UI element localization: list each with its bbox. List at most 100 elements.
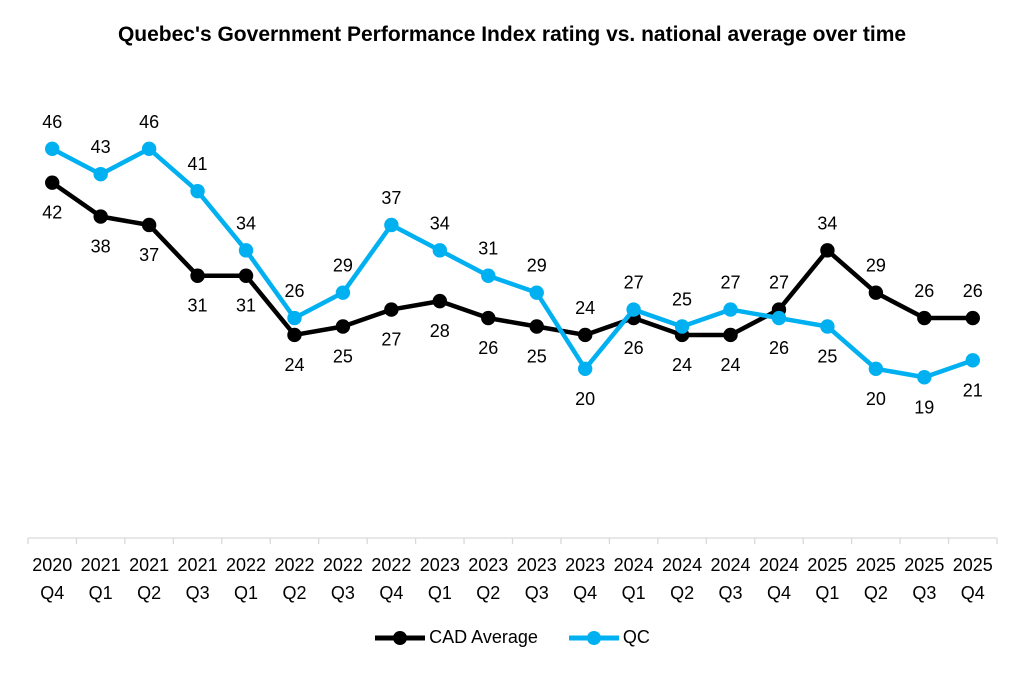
- x-axis-label-year: 2022: [371, 555, 411, 575]
- legend-label-cad-average: CAD Average: [429, 627, 538, 647]
- data-point-marker: [674, 319, 690, 334]
- data-label: 34: [236, 213, 256, 233]
- data-label: 24: [672, 355, 692, 375]
- data-point-marker: [965, 310, 980, 326]
- x-axis-label-year: 2025: [953, 555, 993, 575]
- legend-item-cad-average: CAD Average: [374, 627, 538, 648]
- data-point-marker: [384, 302, 399, 317]
- data-point-marker: [384, 217, 399, 233]
- data-point-marker: [577, 361, 593, 376]
- data-label: 46: [139, 112, 159, 132]
- data-label: 46: [42, 112, 62, 132]
- data-point-marker: [965, 353, 980, 368]
- data-label: 24: [575, 298, 595, 318]
- legend-label-qc: QC: [622, 627, 650, 647]
- x-axis-label-quarter: Q2: [476, 583, 500, 603]
- x-axis-label-year: 2023: [420, 555, 460, 575]
- data-point-marker: [287, 310, 302, 326]
- data-point-marker: [45, 141, 60, 157]
- x-axis-label-year: 2020: [32, 555, 72, 575]
- x-axis-label-year: 2025: [807, 555, 847, 575]
- x-axis-label-quarter: Q4: [40, 583, 64, 603]
- x-axis-label-year: 2024: [614, 555, 654, 575]
- x-axis-label-quarter: Q3: [331, 583, 355, 603]
- data-point-marker: [432, 243, 448, 258]
- chart-title: Quebec's Government Performance Index ra…: [117, 23, 907, 46]
- data-label: 21: [963, 380, 983, 400]
- x-axis-label-year: 2024: [662, 555, 702, 575]
- data-label: 25: [333, 347, 353, 367]
- data-point-marker: [868, 285, 884, 300]
- x-axis-label-quarter: Q1: [234, 583, 258, 603]
- data-point-marker: [577, 327, 593, 343]
- data-point-marker: [529, 285, 544, 300]
- data-point-marker: [335, 285, 351, 300]
- data-point-marker: [238, 243, 254, 258]
- x-axis-label-quarter: Q2: [670, 583, 694, 603]
- data-point-marker: [93, 167, 108, 182]
- data-point-marker: [481, 268, 496, 283]
- data-point-marker: [820, 319, 835, 334]
- data-label: 25: [527, 347, 547, 367]
- data-label: 20: [575, 389, 595, 409]
- data-label: 27: [721, 273, 741, 293]
- data-label: 31: [188, 296, 208, 316]
- data-label: 29: [527, 256, 547, 276]
- data-label: 26: [914, 281, 934, 301]
- x-axis-label-year: 2025: [856, 555, 896, 575]
- data-label: 29: [866, 256, 886, 276]
- data-point-marker: [238, 268, 254, 283]
- data-label: 37: [381, 188, 401, 208]
- data-point-marker: [771, 310, 787, 326]
- x-axis-label-quarter: Q2: [282, 583, 306, 603]
- x-axis-label-year: 2024: [759, 555, 799, 575]
- data-point-marker: [287, 327, 302, 343]
- data-label: 31: [236, 296, 256, 316]
- data-point-marker: [820, 243, 835, 258]
- x-axis-label-quarter: Q3: [186, 583, 210, 603]
- data-label: 26: [478, 338, 498, 358]
- data-label: 20: [866, 389, 886, 409]
- data-point-marker: [481, 310, 496, 326]
- data-point-marker: [917, 310, 932, 326]
- data-point-marker: [626, 302, 641, 317]
- data-label: 37: [139, 245, 159, 265]
- x-axis-label-quarter: Q4: [961, 583, 985, 603]
- data-label: 26: [963, 281, 983, 301]
- series-line-cad-average: [49, 180, 976, 338]
- x-axis-label-quarter: Q2: [137, 583, 161, 603]
- x-axis-label-year: 2023: [517, 555, 557, 575]
- data-point-marker: [93, 209, 108, 224]
- data-point-marker: [723, 327, 738, 343]
- data-label: 27: [381, 330, 401, 350]
- data-point-marker: [141, 141, 157, 157]
- x-axis-label-year: 2023: [468, 555, 508, 575]
- data-point-marker: [432, 293, 448, 309]
- data-label: 19: [914, 397, 934, 417]
- data-point-marker: [45, 175, 60, 190]
- x-axis-label-year: 2022: [274, 555, 314, 575]
- x-axis-label-quarter: Q3: [525, 583, 549, 603]
- x-axis-label-quarter: Q3: [719, 583, 743, 603]
- data-label: 26: [284, 281, 304, 301]
- legend-item-qc: QC: [568, 627, 650, 648]
- x-axis-label-quarter: Q4: [379, 583, 403, 603]
- data-label: 29: [333, 256, 353, 276]
- x-axis-label-year: 2021: [178, 555, 218, 575]
- data-label: 24: [284, 355, 304, 375]
- data-label: 25: [817, 347, 837, 367]
- x-axis-label-quarter: Q4: [573, 583, 597, 603]
- data-label: 34: [817, 213, 837, 233]
- data-label: 26: [624, 338, 644, 358]
- x-axis-label-year: 2023: [565, 555, 605, 575]
- data-label: 26: [769, 338, 789, 358]
- data-label: 42: [42, 203, 62, 223]
- x-axis-label-quarter: Q4: [767, 583, 791, 603]
- data-point-marker: [141, 217, 157, 233]
- data-point-marker: [868, 361, 884, 376]
- x-axis-label-year: 2021: [81, 555, 121, 575]
- data-label: 25: [672, 290, 692, 310]
- data-point-marker: [723, 302, 738, 317]
- data-label: 28: [430, 321, 450, 341]
